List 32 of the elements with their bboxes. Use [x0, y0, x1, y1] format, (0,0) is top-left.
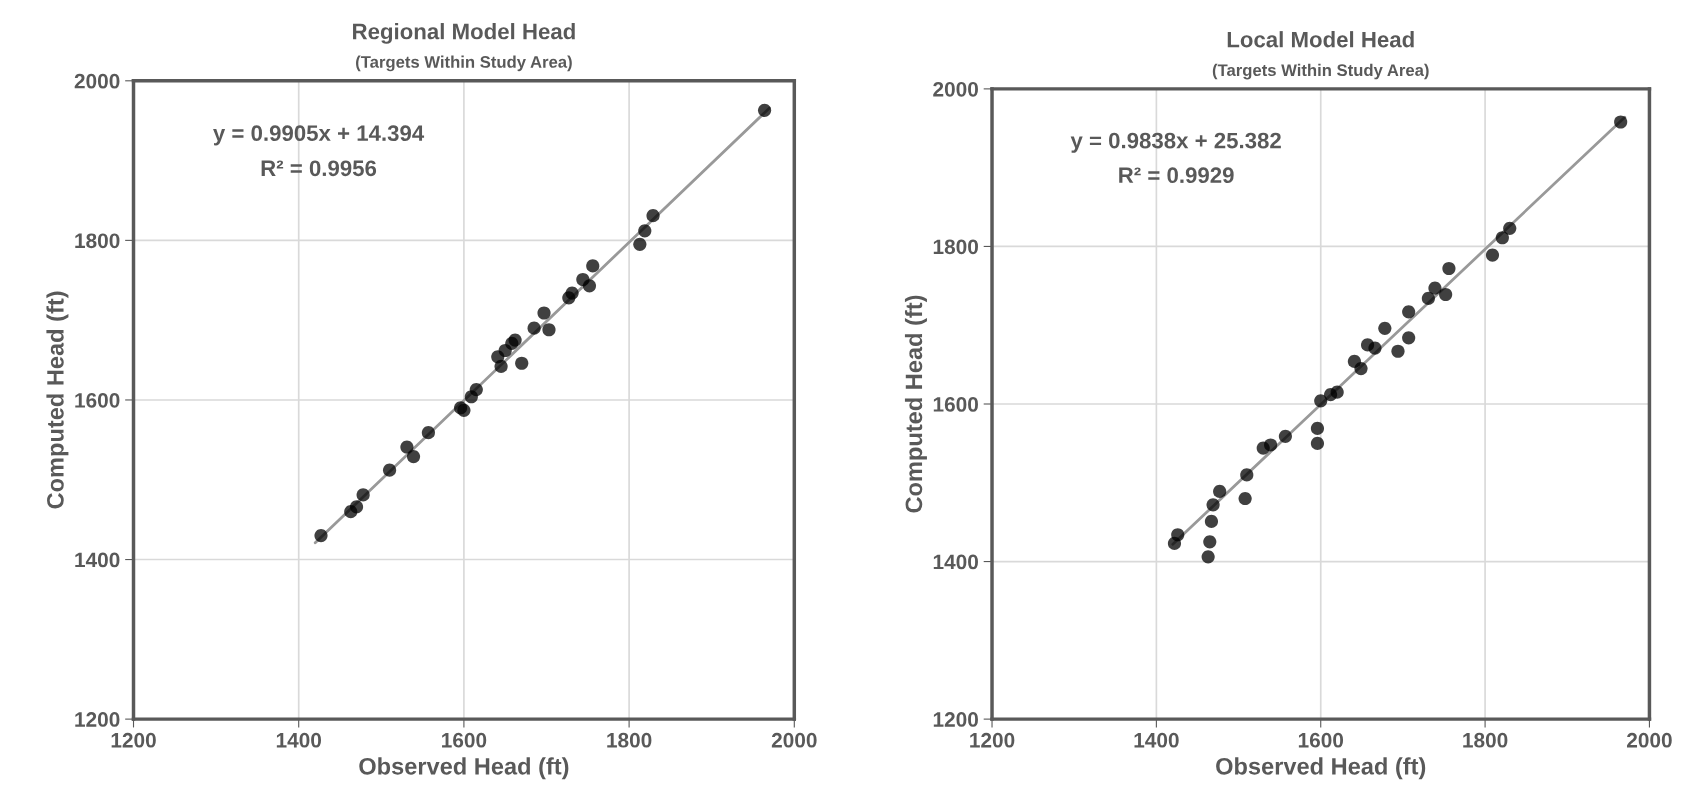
- y-axis-title: Computed Head (ft): [46, 291, 69, 509]
- x-tick-label: 1600: [1298, 732, 1344, 748]
- y-tick-label: 1800: [75, 233, 120, 249]
- x-axis-title: Observed Head (ft): [1216, 757, 1426, 780]
- x-tick-label: 1600: [442, 732, 487, 748]
- y-tick-label: 1600: [75, 392, 120, 408]
- annotation: y = 0.9838x + 25.382: [1070, 132, 1281, 153]
- x-axis-title: Observed Head (ft): [359, 757, 569, 780]
- x-tick-label: 1400: [1134, 732, 1179, 748]
- x-tick-label: 2000: [1626, 732, 1672, 748]
- chart-subtitle: (Targets Within Study Area): [1212, 63, 1429, 80]
- y-tick-label: 1200: [933, 712, 978, 727]
- chart-title: Regional Model Head: [353, 23, 575, 44]
- y-tick-label: 2000: [933, 81, 978, 97]
- x-tick-label: 1200: [970, 732, 1015, 748]
- y-tick-label: 1800: [933, 239, 978, 255]
- chart-title: Local Model Head: [1227, 31, 1414, 48]
- x-tick-label: 2000: [771, 732, 817, 748]
- y-tick-label: 1400: [75, 552, 120, 568]
- y-tick-label: 1200: [75, 712, 120, 727]
- annotation: y = 0.9905x + 14.394: [213, 125, 425, 146]
- x-tick-label: 1400: [276, 732, 322, 748]
- annotation: R² = 0.9956: [261, 160, 377, 177]
- x-tick-label: 1200: [111, 732, 156, 748]
- x-tick-label: 1800: [607, 732, 652, 748]
- x-tick-label: 1800: [1463, 732, 1508, 748]
- annotation: R² = 0.9929: [1119, 167, 1234, 184]
- y-tick-label: 2000: [74, 73, 120, 89]
- y-tick-label: 1400: [933, 554, 978, 570]
- chart-subtitle: (Targets Within Study Area): [356, 55, 572, 72]
- y-tick-label: 1600: [933, 397, 978, 412]
- y-axis-title: Computed Head (ft): [904, 295, 927, 513]
